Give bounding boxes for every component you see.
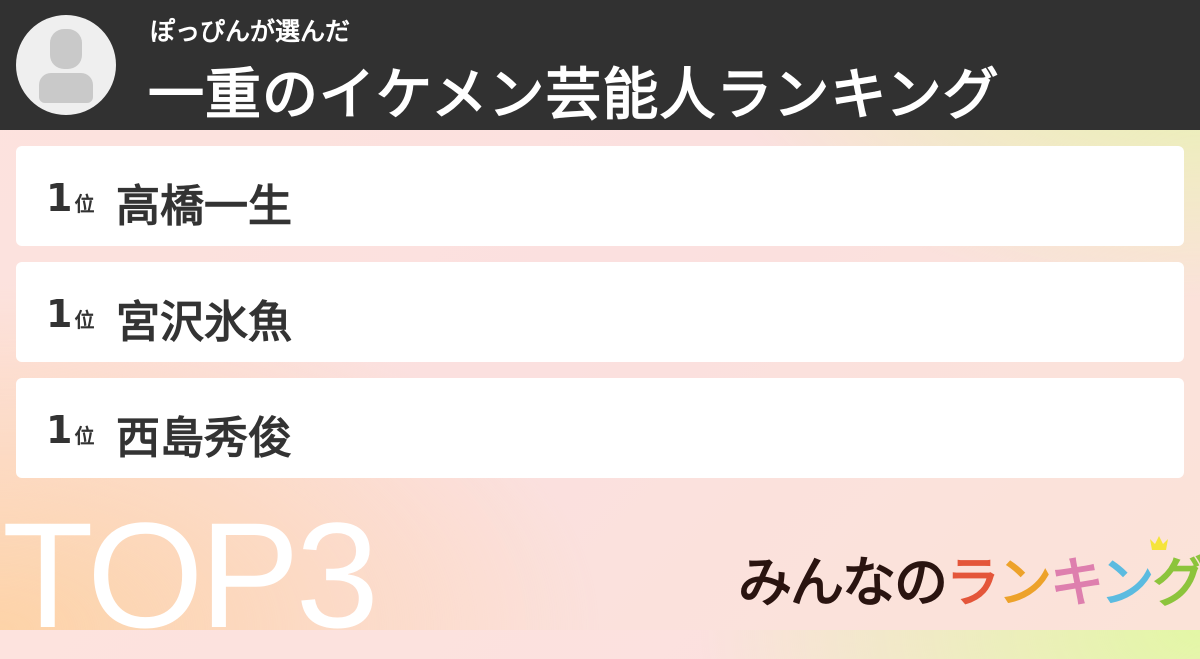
avatar[interactable] <box>16 15 116 115</box>
site-logo[interactable]: みんなのランキング <box>738 538 1200 617</box>
ranking-name: 西島秀俊 <box>116 413 292 464</box>
ranking-name: 宮沢氷魚 <box>116 297 292 348</box>
header: ぽっぴんが選んだ 一重のイケメン芸能人ランキング <box>0 0 1200 130</box>
logo-char: ン <box>998 551 1052 614</box>
ranking-name: 高橋一生 <box>116 181 292 232</box>
user-silhouette-body <box>39 73 93 103</box>
crown-icon <box>1150 536 1168 550</box>
logo-char: ラ <box>946 551 1000 614</box>
logo-char: ン <box>1100 551 1154 614</box>
page-title: 一重のイケメン芸能人ランキング <box>148 63 1000 128</box>
author-subtitle: ぽっぴんが選んだ <box>150 17 351 46</box>
logo-char: キ <box>1050 551 1102 614</box>
logo-char: グ <box>1152 551 1200 614</box>
top3-badge: TOP3 <box>2 491 379 659</box>
user-silhouette-icon <box>50 29 82 69</box>
